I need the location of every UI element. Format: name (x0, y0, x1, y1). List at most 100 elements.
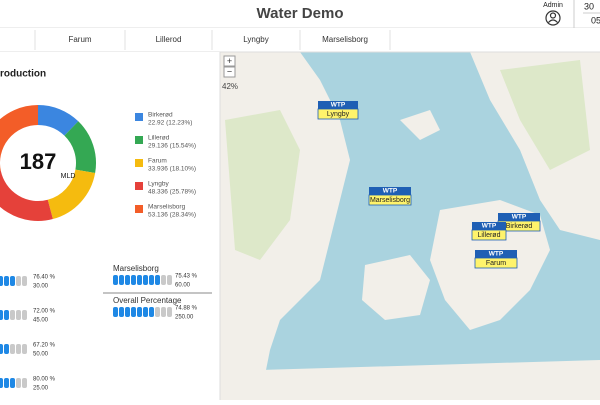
progress-segment (137, 275, 142, 285)
map-marker[interactable]: WTP Farum (474, 250, 518, 269)
donut-segment (0, 105, 39, 172)
legend-name: Lyngby (148, 181, 169, 188)
zoom-in[interactable] (223, 55, 236, 67)
donut-segment (37, 105, 79, 137)
summary-percent: 75.43 % (175, 274, 198, 280)
tab[interactable]: Marselisborg (322, 35, 368, 44)
summary-name: Overall Percentage (113, 296, 182, 305)
marker-name: Lyngby (327, 111, 350, 118)
donut-unit: MLD (61, 173, 76, 180)
marker-header (475, 250, 517, 258)
gauge-percent: 72.00 % (33, 309, 56, 315)
legend-value: 22.92 (12.23%) (148, 120, 192, 127)
legend-swatch (135, 205, 143, 213)
progress-segments (113, 275, 172, 285)
progress-segments (0, 344, 27, 354)
legend-value: 33.936 (18.10%) (148, 166, 196, 173)
legend-name: Lillerød (148, 135, 170, 142)
marker-header (472, 222, 506, 230)
map-marker[interactable]: WTP Lillerød (471, 222, 507, 241)
progress-segment (10, 378, 15, 388)
gauge-percent: 67.20 % (33, 343, 56, 349)
marker-tag: WTP (489, 251, 504, 258)
tabs: ødFarumLillerodLyngbyMarselisborg (34, 30, 391, 50)
progress-segment (137, 307, 142, 317)
progress-segment (113, 307, 118, 317)
progress-segment (4, 276, 9, 286)
marker-name: Lillerød (478, 232, 501, 239)
progress-segment (0, 310, 3, 320)
legend-swatch (135, 136, 143, 144)
summary-amount: 60.00 (175, 283, 191, 289)
map-marker[interactable]: WTP Lyngby (317, 101, 359, 120)
donut-total: 187 (20, 149, 57, 174)
marker-body (317, 108, 359, 120)
marker-body (471, 229, 507, 241)
legend-value: 53.136 (28.34%) (148, 212, 196, 219)
gauge-amount: 25.00 (33, 386, 49, 392)
progress-segment (16, 310, 21, 320)
donut (0, 105, 96, 221)
legend-name: Birkerød (148, 112, 173, 119)
summary-amount: 250.00 (175, 315, 194, 321)
gauge-amount: 50.00 (33, 352, 49, 358)
marker-header (369, 187, 411, 195)
progress-segment (10, 310, 15, 320)
legend-value: 29.136 (15.54%) (148, 143, 196, 150)
tab[interactable]: Farum (68, 35, 91, 44)
zoom-in-icon: + (227, 56, 232, 66)
progress-segments (113, 307, 172, 317)
zoom-out-icon: − (227, 66, 232, 76)
progress-segment (22, 378, 27, 388)
progress-segment (113, 275, 118, 285)
progress-segment (125, 275, 130, 285)
progress-segment (16, 378, 21, 388)
progress-segment (10, 344, 15, 354)
marker-body (474, 257, 518, 269)
progress-segments (0, 378, 27, 388)
map[interactable]: + − 42% (220, 52, 600, 400)
progress-segment (149, 307, 154, 317)
progress-segment (4, 310, 9, 320)
legend-swatch (135, 113, 143, 121)
marker-header (318, 101, 358, 109)
zoom-out[interactable] (223, 66, 236, 78)
header (0, 0, 600, 28)
marker-header (498, 213, 540, 221)
progress-segment (167, 275, 172, 285)
progress-segment (16, 344, 21, 354)
progress-segment (0, 276, 3, 286)
user-icon[interactable] (545, 10, 561, 26)
legend-swatch (135, 159, 143, 167)
legend-name: Marselisborg (148, 204, 186, 211)
progress-segment (143, 307, 148, 317)
marker-tag: WTP (331, 102, 346, 109)
progress-segment (161, 307, 166, 317)
progress-segment (155, 275, 160, 285)
tab[interactable]: Lillerod (156, 35, 182, 44)
progress-segment (131, 307, 136, 317)
user-name: Admin (543, 2, 563, 9)
gauge-percent: 76.40 % (33, 275, 56, 281)
map-marker[interactable]: WTP Marselisborg (368, 187, 412, 206)
progress-segment (22, 344, 27, 354)
marker-tag: WTP (383, 188, 398, 195)
progress-segments (0, 310, 27, 320)
marker-name: Farum (486, 260, 506, 267)
progress-segment (131, 275, 136, 285)
progress-segment (167, 307, 172, 317)
donut-segment (47, 169, 96, 220)
progress-segment (10, 276, 15, 286)
progress-segment (143, 275, 148, 285)
legend-value: 48.336 (25.78%) (148, 189, 196, 196)
zoom-level: 42% (222, 82, 238, 91)
progress-segment (22, 276, 27, 286)
panel-title: roduction (0, 69, 46, 80)
tab[interactable]: Lyngby (243, 35, 269, 44)
gauges: 76.40 % 30.00 72.00 % 45.00 67.20 % 50.00 80.0… (0, 264, 198, 392)
gauge-percent: 80.00 % (33, 377, 56, 383)
progress-segment (0, 378, 3, 388)
date-top: 30 (584, 1, 594, 11)
markers: WTP Lyngby WTP Marselisborg WTP Birkerød WTP Li… (317, 101, 541, 269)
